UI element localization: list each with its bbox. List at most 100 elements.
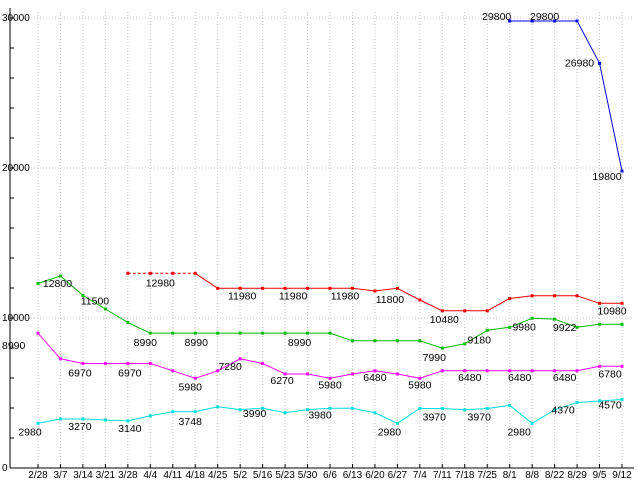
magenta-price-line-marker	[261, 361, 265, 365]
price-label: 5980	[318, 379, 342, 391]
cyan-price-line-segment	[531, 409, 555, 424]
cyan-price-line-segment	[352, 407, 376, 414]
price-label: 11800	[376, 294, 405, 306]
cyan-price-line-marker	[463, 408, 467, 412]
price-label: 6970	[68, 367, 92, 379]
blue-price-line-segment	[599, 63, 623, 172]
cyan-price-line-marker	[306, 408, 310, 412]
cyan-price-line-marker	[283, 411, 287, 415]
magenta-price-line-segment	[397, 373, 420, 379]
magenta-price-line-marker	[463, 369, 467, 373]
cyan-price-line-marker	[440, 406, 444, 410]
cyan-price-line-segment	[509, 405, 533, 424]
cyan-price-line-marker	[395, 421, 399, 425]
green-price-line-marker	[306, 331, 310, 335]
magenta-price-line-marker	[171, 369, 175, 373]
magenta-price-line-segment	[172, 370, 196, 379]
magenta-price-line-marker	[575, 369, 579, 373]
price-label: 3748	[179, 416, 203, 428]
red-price-line-marker	[328, 286, 332, 290]
price-label: 11500	[81, 296, 110, 308]
green-price-line-marker	[530, 316, 534, 320]
red-price-line-marker	[193, 271, 197, 275]
magenta-price-line-segment	[150, 362, 173, 372]
red-price-line-marker	[126, 271, 130, 275]
x-axis-label: 6/6	[323, 470, 337, 480]
green-price-line-marker	[283, 331, 287, 335]
cyan-price-line-segment	[217, 406, 241, 411]
price-label: 5980	[179, 381, 203, 393]
price-label: 7280	[218, 361, 242, 373]
red-price-line-marker	[508, 297, 512, 300]
magenta-price-line-marker	[418, 376, 422, 380]
red-price-line-marker	[238, 286, 242, 290]
price-label: 6480	[458, 372, 482, 384]
magenta-price-line-segment	[419, 370, 443, 379]
cyan-price-line-segment	[240, 407, 263, 411]
magenta-price-line-marker	[216, 369, 220, 373]
green-price-line-segment	[82, 295, 106, 310]
price-label: 3970	[468, 411, 492, 423]
green-price-line-segment	[60, 275, 84, 296]
red-price-line-segment	[486, 298, 510, 312]
price-label: 6480	[363, 372, 387, 384]
price-label: 26980	[565, 57, 594, 69]
cyan-price-line-marker	[553, 408, 557, 412]
price-label: 6970	[118, 367, 142, 379]
green-price-line-segment	[329, 332, 353, 342]
price-label: 3270	[68, 421, 92, 433]
price-label: 11980	[228, 290, 257, 302]
y-axis-label: 0	[2, 463, 8, 474]
green-price-line-segment	[419, 340, 443, 349]
green-price-line-segment	[509, 317, 533, 328]
cyan-price-line-segment	[37, 418, 61, 424]
green-price-line-marker	[81, 294, 85, 297]
blue-price-line-marker	[508, 19, 512, 23]
red-price-line-segment	[352, 287, 375, 292]
price-label: 3990	[243, 408, 267, 420]
magenta-price-line-segment	[374, 370, 398, 375]
green-price-line-marker	[148, 331, 152, 335]
price-label: 9980	[512, 321, 536, 333]
red-price-line-marker	[216, 286, 220, 290]
cyan-price-line-segment	[487, 404, 510, 409]
price-label: 8990	[2, 340, 26, 352]
red-price-line-segment	[194, 272, 218, 289]
green-price-line-marker	[598, 322, 602, 326]
x-axis-label: 3/14	[73, 470, 93, 480]
green-price-line-segment	[127, 322, 151, 334]
price-label: 19800	[592, 171, 621, 183]
x-axis-label: 3/21	[96, 470, 116, 480]
x-axis-label: 6/20	[365, 470, 385, 480]
cyan-price-line-marker	[485, 406, 489, 410]
green-price-line-marker	[193, 331, 197, 335]
magenta-price-line-marker	[328, 376, 332, 380]
price-label: 3980	[308, 409, 332, 421]
cyan-price-line-segment	[464, 407, 488, 411]
cyan-price-line-segment	[150, 411, 173, 417]
price-label: 10480	[430, 314, 459, 326]
green-price-line-segment	[554, 318, 578, 328]
x-axis-label: 4/18	[185, 470, 205, 480]
magenta-price-line-marker	[485, 369, 489, 373]
cyan-price-line-marker	[36, 421, 40, 425]
magenta-price-line-marker	[193, 376, 197, 380]
magenta-price-line-segment	[576, 365, 600, 372]
blue-price-line-marker	[553, 19, 557, 23]
cyan-price-line-marker	[598, 399, 602, 403]
red-price-line-segment	[419, 299, 443, 312]
red-price-line-segment	[509, 295, 533, 299]
cyan-price-line-marker	[216, 405, 220, 409]
cyan-price-line-marker	[508, 403, 512, 407]
magenta-price-line-marker	[283, 372, 287, 376]
green-price-line-marker	[58, 274, 62, 278]
magenta-price-line-marker	[598, 364, 602, 368]
green-price-line-marker	[238, 331, 242, 335]
magenta-price-line-marker	[350, 372, 354, 376]
price-label: 2980	[18, 426, 42, 438]
x-axis-label: 4/25	[208, 470, 228, 480]
price-label: 4370	[551, 404, 575, 416]
cyan-price-line-segment	[397, 408, 421, 424]
